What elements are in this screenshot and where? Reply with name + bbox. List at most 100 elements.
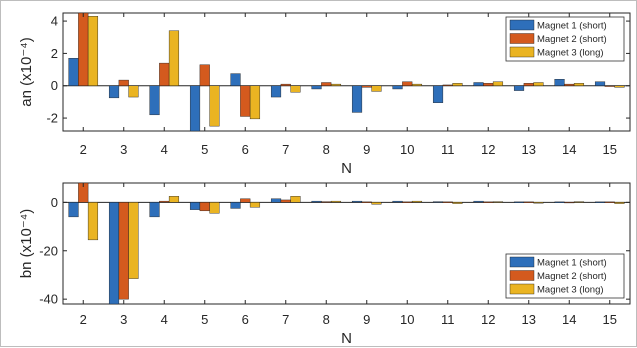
bar-5-series-2: [199, 64, 210, 86]
x-tick-label: 15: [603, 142, 617, 157]
bar-3-series-1: [108, 202, 120, 304]
bar-14-series-2: [564, 201, 575, 204]
bar-8-series-2: [321, 82, 332, 86]
bar-5-series-3: [209, 85, 220, 127]
x-tick-label: 4: [161, 142, 168, 157]
bar-13-series-2: [523, 83, 534, 86]
bar-10-series-3: [411, 83, 423, 86]
bar-13-series-1: [513, 201, 525, 203]
bar-13-series-3: [533, 202, 544, 204]
legend-label-2: Magnet 2 (short): [537, 271, 607, 282]
y-tick-label: 2: [51, 46, 58, 61]
legend-label-2: Magnet 2 (short): [537, 34, 607, 45]
bar-10-series-1: [392, 85, 403, 90]
x-tick-label: 5: [201, 312, 208, 327]
x-tick-label: 11: [441, 142, 455, 157]
bar-7-series-3: [290, 85, 301, 93]
bar-9-series-1: [351, 200, 363, 203]
chart-panel-2: 2 3 4 5 6 7 8 9 10 11 12 13 14 15 -40 -20 0 Nbn (x10⁻⁴) Ma…: [18, 182, 631, 347]
chart-panel-1: 2 3 4 5 6 7 8 9 10 11 12 13 14 15 -2 0 2 4 Nan (x10⁻⁴) Magn…: [18, 12, 631, 177]
x-tick-label: 14: [562, 142, 576, 157]
x-tick-label: 14: [562, 312, 576, 327]
x-tick-label: 4: [161, 312, 168, 327]
bar-3-series-3: [128, 85, 139, 98]
bar-14-series-2: [564, 83, 575, 86]
bar-5-series-2: [199, 202, 210, 212]
bar-15-series-2: [604, 201, 615, 203]
bar-2-series-1: [68, 58, 79, 86]
bar-9-series-3: [371, 85, 382, 92]
legend: Magnet 1 (short) Magnet 2 (short) Magnet 3…: [505, 16, 625, 62]
legend-swatch-1: [509, 256, 535, 268]
bar-12-series-2: [483, 201, 494, 203]
bar-4-series-1: [149, 202, 160, 218]
bar-12-series-1: [473, 200, 484, 203]
bar-8-series-1: [311, 200, 322, 203]
x-tick-label: 10: [400, 142, 414, 157]
x-axis-label: N: [341, 330, 352, 347]
bar-5-series-3: [209, 202, 220, 214]
bar-7-series-2: [280, 199, 291, 203]
bar-11-series-3: [452, 83, 463, 86]
bar-2-series-1: [68, 202, 79, 218]
x-tick-label: 15: [603, 312, 617, 327]
x-tick-label: 12: [481, 142, 495, 157]
bar-4-series-2: [159, 62, 170, 86]
y-tick-label: -40: [39, 292, 58, 307]
y-tick-label: 0: [51, 78, 58, 93]
bar-11-series-1: [432, 85, 444, 103]
bar-7-series-3: [290, 196, 301, 203]
bar-15-series-2: [604, 85, 615, 87]
x-tick-label: 2: [80, 312, 87, 327]
bar-5-series-1: [189, 202, 201, 210]
legend-label-1: Magnet 1 (short): [537, 21, 607, 32]
x-tick-label: 3: [120, 142, 127, 157]
bars-group: [68, 13, 625, 131]
bar-15-series-3: [614, 85, 625, 88]
bar-10-series-2: [402, 81, 413, 86]
legend-label-1: Magnet 1 (short): [537, 258, 607, 269]
bar-3-series-3: [128, 202, 139, 279]
x-tick-label: 3: [120, 312, 127, 327]
bar-14-series-3: [573, 83, 585, 86]
legend-label-3: Magnet 3 (long): [537, 48, 604, 59]
bar-6-series-2: [240, 85, 251, 117]
legend-swatch-2: [509, 270, 535, 281]
legend: Magnet 1 (short) Magnet 2 (short) Magnet 3…: [505, 253, 625, 299]
y-axis-label: an (x10⁻⁴): [18, 37, 35, 106]
bar-14-series-1: [554, 201, 565, 203]
x-tick-label: 7: [282, 142, 289, 157]
bar-15-series-1: [594, 81, 606, 86]
bar-12-series-3: [492, 201, 504, 203]
bar-2-series-2: [78, 13, 89, 86]
legend-swatch-3: [509, 283, 535, 295]
bar-11-series-1: [432, 201, 444, 203]
bar-10-series-1: [392, 200, 403, 203]
bar-6-series-2: [240, 198, 251, 203]
x-tick-label: 9: [363, 142, 370, 157]
y-axis-label: bn (x10⁻⁴): [18, 209, 35, 278]
bar-6-series-3: [249, 85, 261, 120]
bar-10-series-3: [411, 200, 423, 203]
bar-2-series-3: [87, 202, 99, 241]
bar-5-series-1: [189, 85, 201, 131]
legend-swatch-2: [509, 33, 535, 44]
bar-6-series-1: [230, 202, 241, 209]
bar-9-series-3: [371, 202, 382, 205]
bars-group: [68, 183, 625, 304]
bar-13-series-2: [523, 201, 534, 203]
x-tick-label: 8: [323, 142, 330, 157]
x-tick-label: 6: [242, 312, 249, 327]
x-tick-label: 13: [522, 142, 536, 157]
x-tick-label: 12: [481, 312, 495, 327]
bar-14-series-3: [573, 201, 585, 203]
bar-9-series-2: [361, 201, 372, 203]
x-tick-label: 9: [363, 312, 370, 327]
x-tick-label: 11: [441, 312, 455, 327]
bar-7-series-1: [270, 198, 282, 203]
bar-4-series-2: [159, 200, 170, 203]
x-tick-label: 8: [323, 312, 330, 327]
bar-4-series-1: [149, 85, 160, 116]
